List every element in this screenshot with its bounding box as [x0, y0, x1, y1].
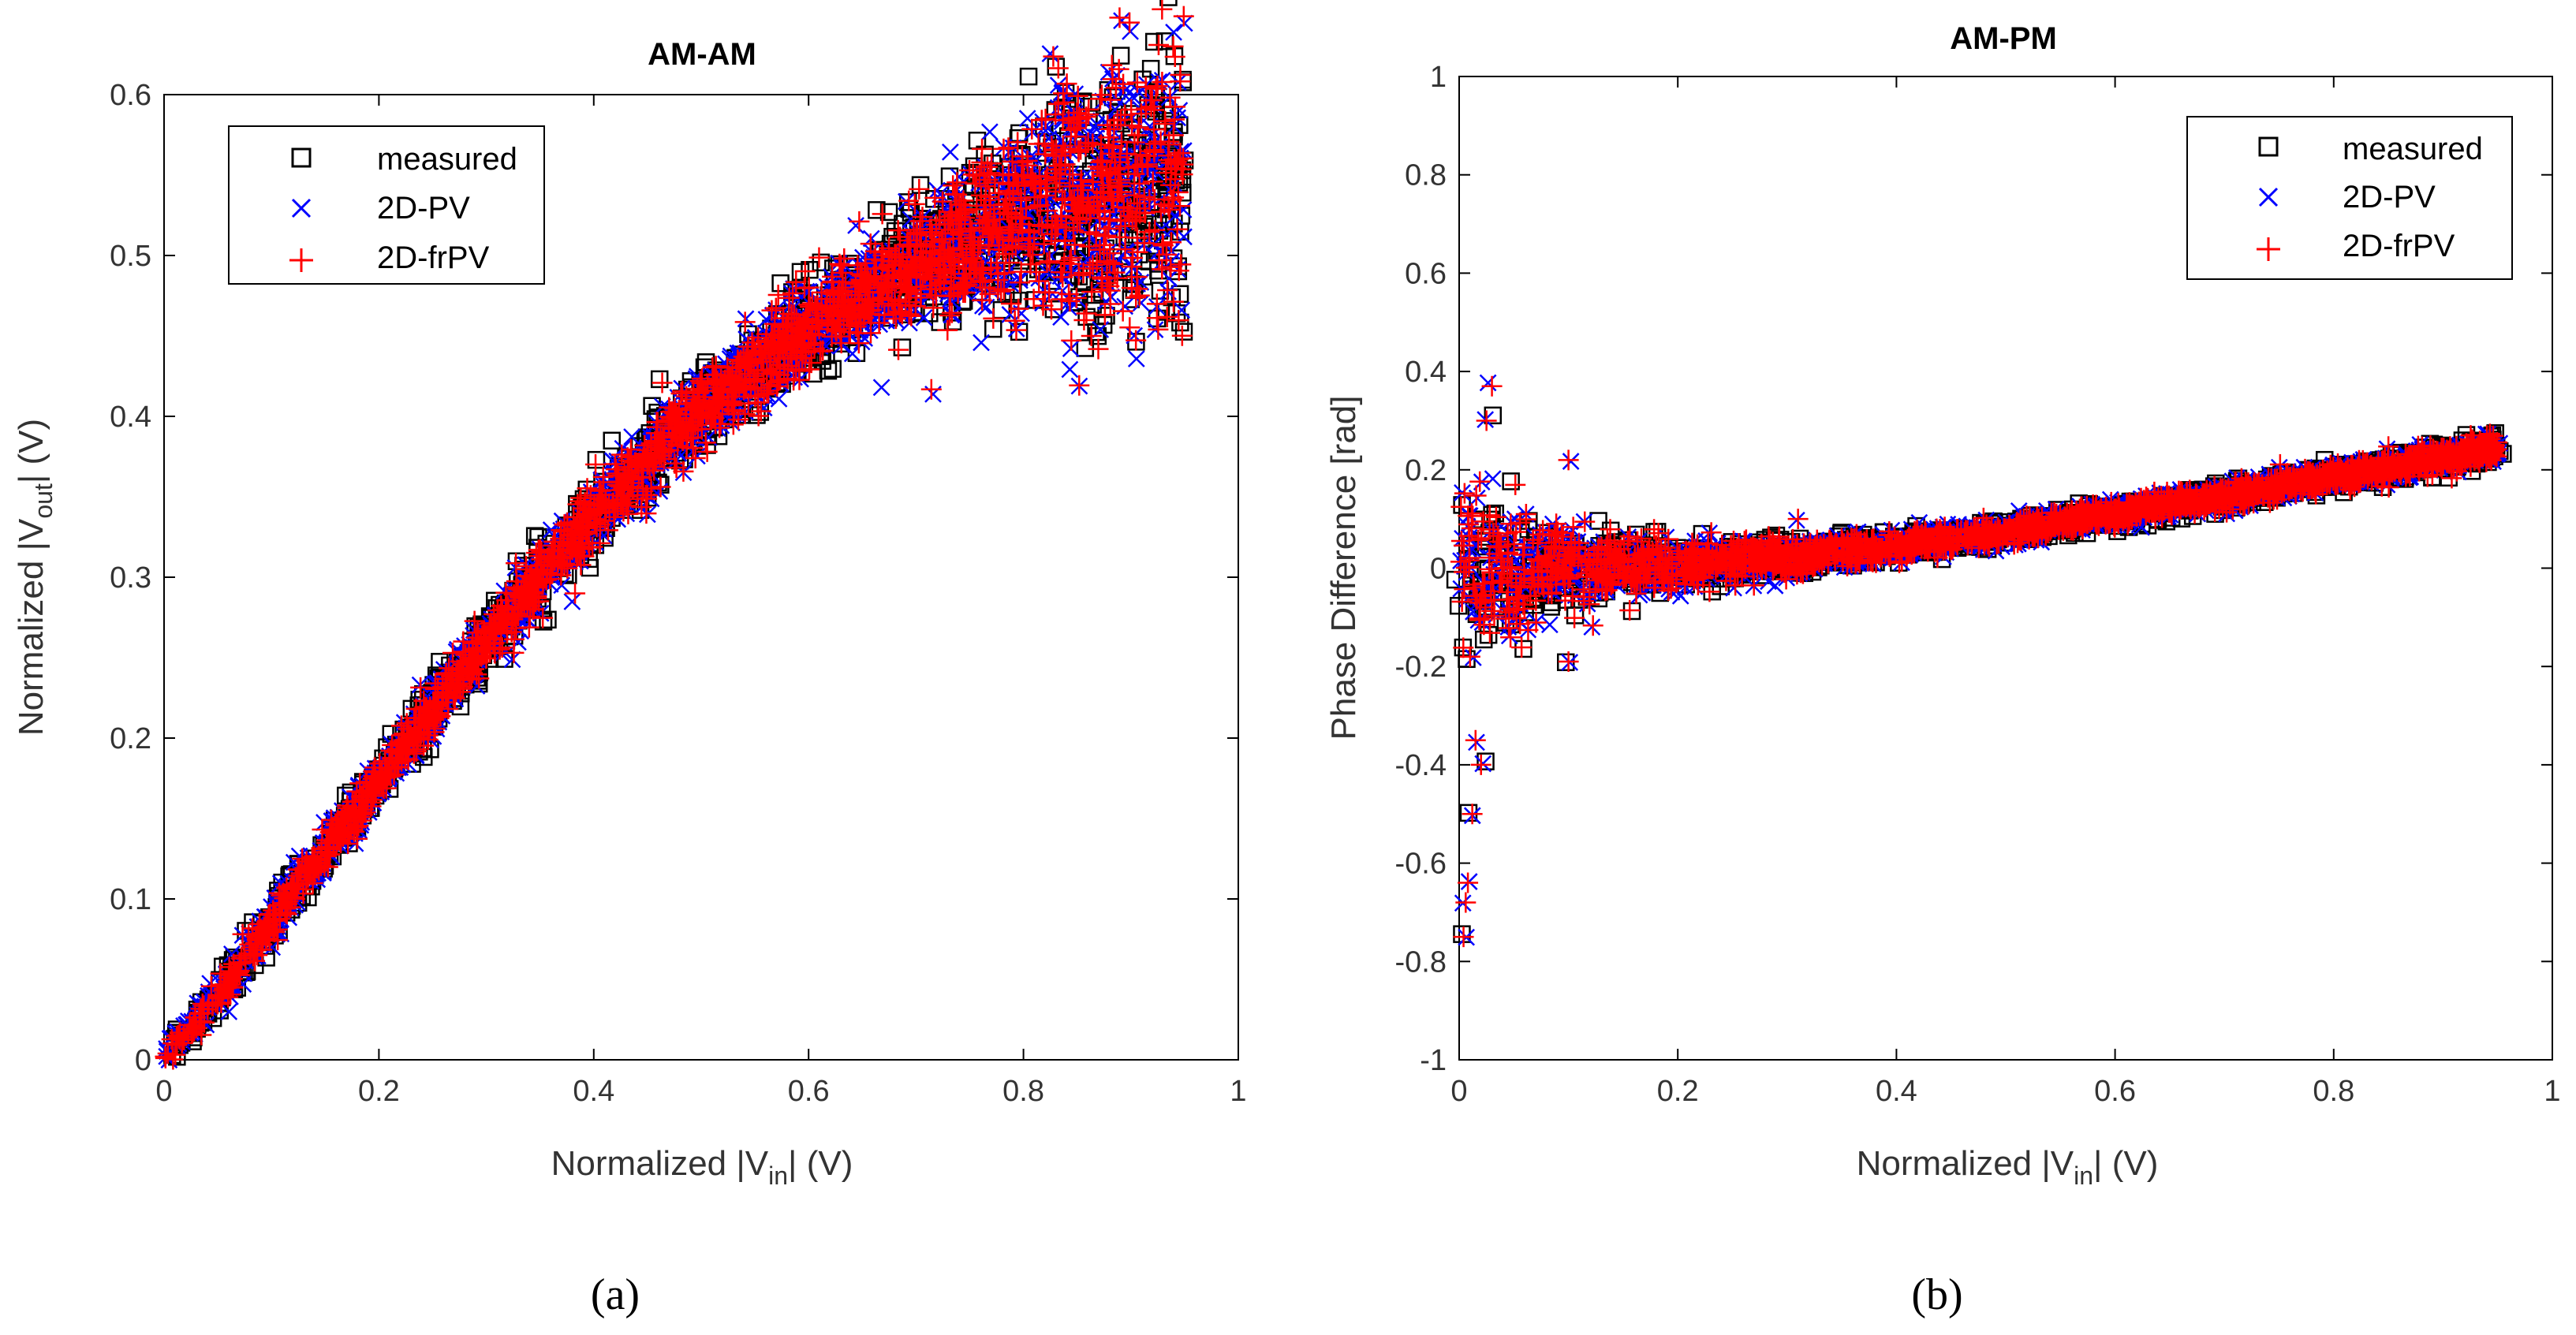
axis-ticks: 0 0.2 0.4 0.6 0.8 1 0 0.1 0.2 0.3 0.4 0.5 0.6: [110, 79, 1246, 1108]
measured-point: [911, 176, 930, 194]
y-tick-label: 0: [135, 1044, 151, 1077]
measured-point: [1010, 323, 1029, 341]
measured-point: [1174, 323, 1193, 341]
y-tick-label: 0.4: [110, 401, 151, 434]
measured-point: [1144, 32, 1163, 51]
measured-point: [1141, 59, 1160, 78]
data-points: [155, 0, 1194, 1070]
x-tick-label: 0: [155, 1075, 172, 1108]
measured-point: [893, 338, 912, 356]
measured-point: [603, 431, 621, 450]
measured-point: [1171, 313, 1189, 332]
measured-point: [1111, 47, 1130, 65]
x-tick-label: 0.2: [358, 1075, 400, 1108]
x-tick-label: 0.6: [788, 1075, 830, 1108]
y-tick-label: 0.6: [110, 79, 151, 112]
measured-point: [920, 304, 939, 323]
measured-point: [643, 397, 661, 415]
y-tick-label: 0.3: [110, 561, 151, 595]
x-tick-label: 1: [1230, 1075, 1246, 1108]
measured-point: [1163, 129, 1182, 147]
measured-point: [1159, 0, 1178, 6]
measured-point: [1019, 67, 1038, 86]
measured-point: [650, 370, 669, 389]
y-tick-label: 0.5: [110, 240, 151, 273]
measured-point: [539, 610, 557, 629]
chart-title: AM-AM: [648, 37, 756, 72]
x-tick-label: 0.4: [573, 1075, 614, 1108]
y-tick-label: 0.2: [110, 722, 151, 755]
y-tick-label: 0.1: [110, 883, 151, 916]
measured-point: [868, 201, 886, 219]
chart-am-am: AM-AM 0 0.2 0.4 0.6 0.8 100.10.20.30.40.50.6 …: [12, 0, 1247, 1319]
measured-point: [879, 203, 898, 222]
x-tick-label: 0.8: [1002, 1075, 1044, 1108]
